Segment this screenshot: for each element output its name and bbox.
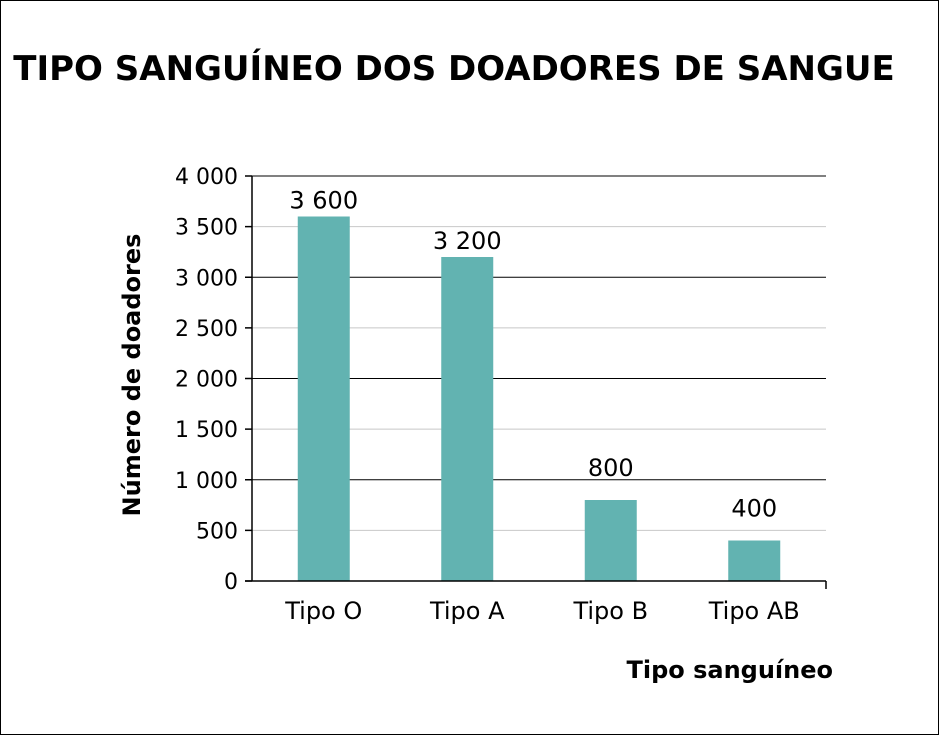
axes [245,176,827,589]
x-tick-label: Tipo O [284,597,362,625]
x-tick-label: Tipo AB [708,597,800,625]
y-tick-label: 1 000 [175,469,238,494]
y-tick-label: 0 [224,570,238,595]
y-tick-label: 2 500 [175,317,238,342]
x-tick-labels: Tipo O Tipo A Tipo B Tipo AB [284,597,800,625]
bars [297,216,781,581]
x-tick-label: Tipo A [429,597,505,625]
data-label: 800 [588,454,634,482]
y-tick-label: 3 000 [175,266,238,291]
y-tick-label: 2 000 [175,368,238,393]
bar [584,500,637,581]
x-tick-label: Tipo B [572,597,648,625]
y-tick-labels: 0 500 1 000 1 500 2 000 2 500 3 000 3 500 4 000 [175,165,252,595]
bar [728,540,781,581]
data-labels: 3 600 3 200 800 400 [289,187,777,523]
bar [297,216,350,581]
y-axis-label: Número de doadores [118,234,146,517]
y-tick-label: 3 500 [175,216,238,241]
x-axis-label: Tipo sanguíneo [626,656,833,684]
y-tick-label: 500 [196,519,238,544]
y-tick-label: 4 000 [175,165,238,190]
data-label: 3 600 [289,187,358,215]
y-tick-label: 1 500 [175,418,238,443]
chart-title: TIPO SANGUÍNEO DOS DOADORES DE SANGUE [13,48,894,89]
data-label: 3 200 [433,227,502,255]
data-label: 400 [731,495,777,523]
bar [441,257,494,581]
